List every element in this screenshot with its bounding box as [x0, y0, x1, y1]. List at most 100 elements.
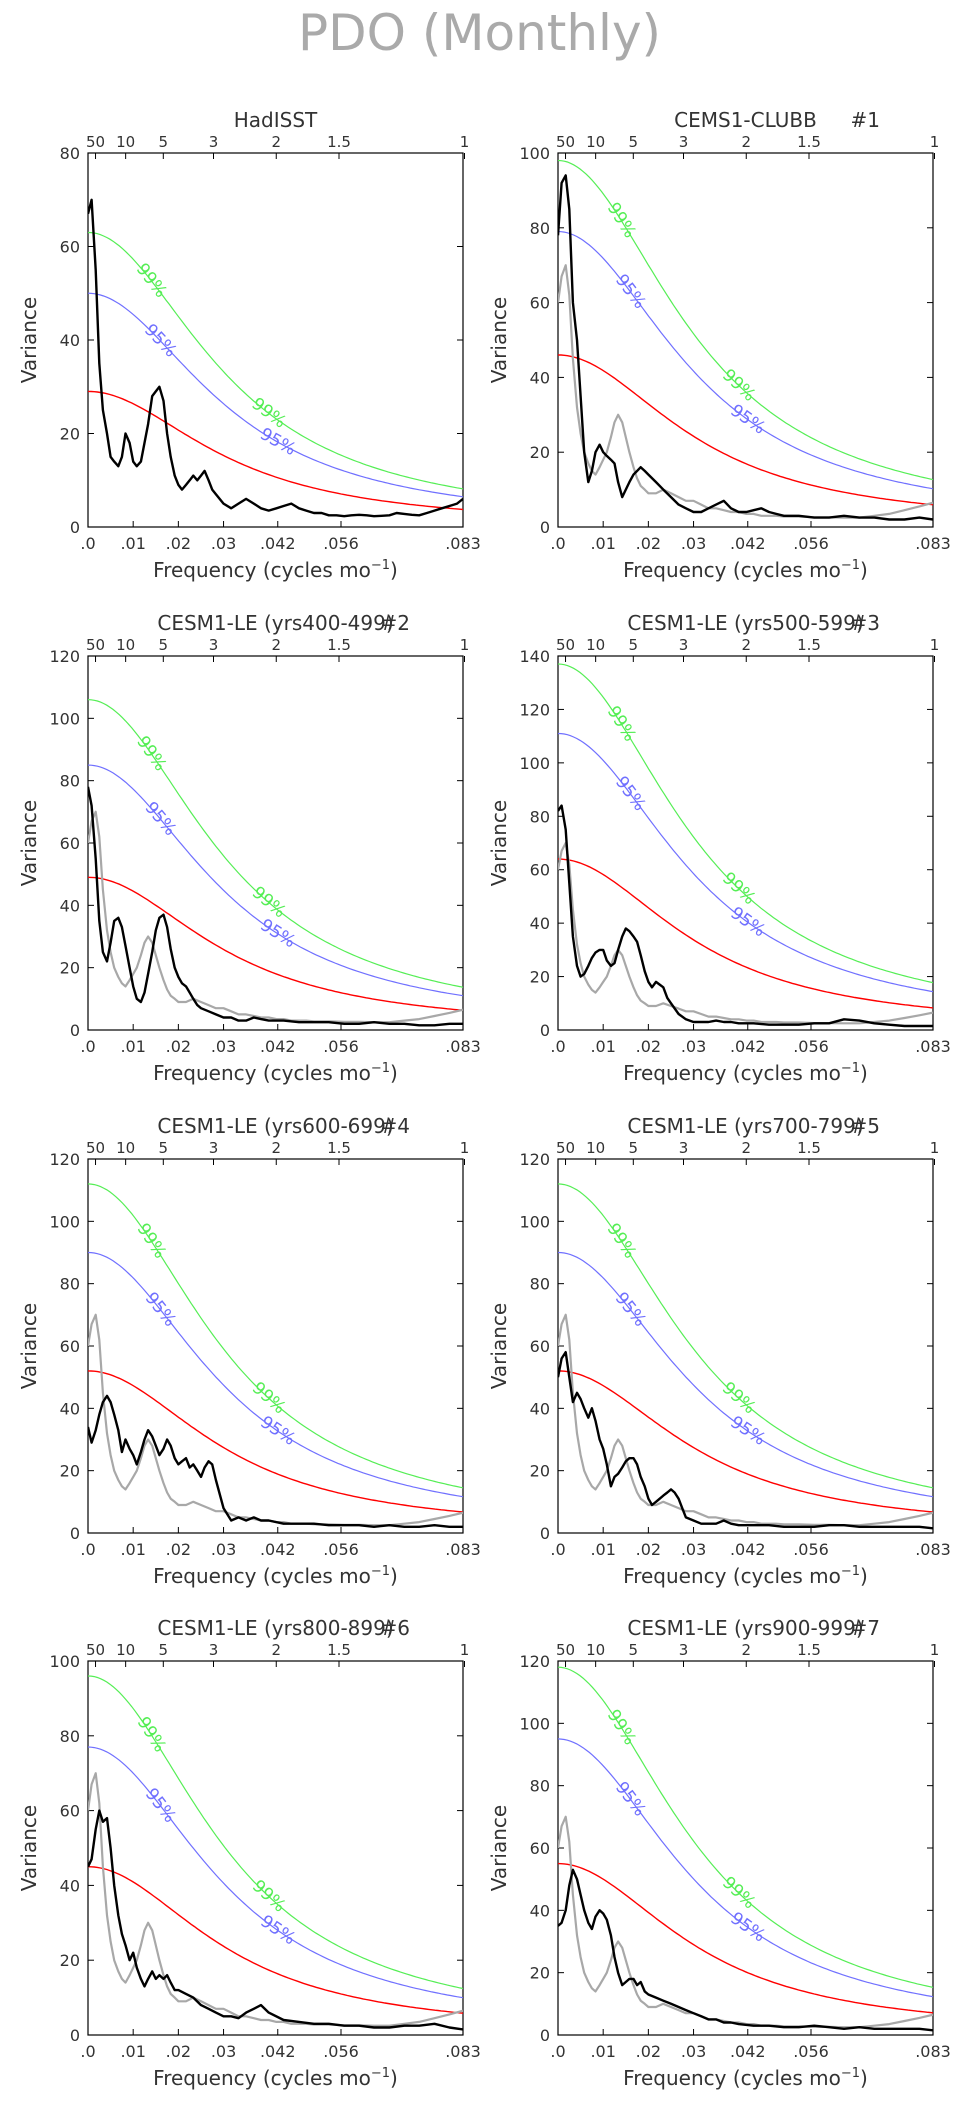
period-tick-label: 2 — [271, 1641, 281, 1659]
period-tick-label: 5 — [159, 133, 169, 151]
x-tick-label: .0 — [550, 1037, 565, 1056]
y-tick-label: 20 — [530, 1462, 550, 1481]
x-tick-label: .02 — [166, 1037, 191, 1056]
period-tick-label: 1.5 — [327, 636, 351, 654]
period-tick-label: 1.5 — [797, 133, 821, 151]
period-tick-label: 5 — [629, 636, 639, 654]
period-tick-label: 2 — [741, 636, 751, 654]
panel-title: CESM1-LE (yrs500-599) — [627, 611, 863, 635]
sig95-curve — [558, 1738, 933, 1998]
period-tick-label: 2 — [741, 1641, 751, 1659]
period-tick-label: 5 — [159, 636, 169, 654]
y-tick-label: 100 — [49, 709, 80, 728]
red-noise-curve — [558, 1370, 933, 1513]
y-tick-label: 0 — [540, 518, 550, 537]
x-axis-label-superscript: −1 — [371, 1564, 390, 1579]
spectrum-line-observed — [558, 804, 933, 1028]
sig95-curve — [558, 732, 933, 993]
plot-area: 99%99%95%95% — [558, 663, 933, 1028]
panel-title: CEMS1-CLUBB — [674, 108, 817, 132]
period-tick-label: 1.5 — [327, 133, 351, 151]
x-axis-label: Frequency (cycles mo−1) — [623, 558, 868, 582]
x-tick-label: .03 — [681, 1037, 706, 1056]
x-axis-label-superscript: −1 — [841, 2066, 860, 2081]
spectrum-panel: HadISST 0 20 40 60 80 .0 .01 .02 .03 .042 .056 .083 5… — [17, 108, 481, 582]
sig99-curve — [558, 663, 933, 984]
y-tick-label: 80 — [60, 1727, 80, 1746]
y-tick-label: 120 — [519, 700, 550, 719]
x-tick-label: .083 — [445, 534, 481, 553]
y-tick-label: 100 — [519, 1212, 550, 1231]
panel-title: HadISST — [234, 108, 318, 132]
panel-grid: HadISST020406080.0.01.02.03.042.056.0835… — [17, 108, 951, 2090]
sig99-curve — [88, 1183, 463, 1489]
x-tick-label: .083 — [915, 2042, 951, 2061]
x-axis-label-superscript: −1 — [841, 1564, 860, 1579]
y-axis-label: Variance — [17, 1805, 41, 1891]
x-tick-label: .01 — [120, 534, 145, 553]
x-axis-label-close: ) — [390, 1564, 398, 1588]
period-tick-label: 10 — [586, 133, 605, 151]
x-tick-label: .083 — [445, 1037, 481, 1056]
y-tick-label: 0 — [540, 1021, 550, 1040]
y-tick-label: 100 — [49, 1212, 80, 1231]
x-axis-label-superscript: −1 — [371, 1061, 390, 1076]
x-axis-label: Frequency (cycles mo−1) — [153, 2066, 398, 2090]
x-axis-label-close: ) — [860, 1564, 868, 1588]
period-tick-label: 2 — [271, 1139, 281, 1157]
sig99-label: 99% — [603, 1706, 640, 1749]
panel-tag: #3 — [851, 611, 880, 635]
y-tick-label: 60 — [530, 861, 550, 880]
panel-tag: #2 — [381, 611, 410, 635]
red-noise-curve — [88, 1866, 463, 2014]
period-tick-label: 3 — [679, 133, 689, 151]
period-tick-label: 1 — [930, 636, 940, 654]
panel-title: CESM1-LE (yrs700-799) — [627, 1114, 863, 1138]
x-tick-label: .083 — [445, 2042, 481, 2061]
y-tick-label: 120 — [519, 1652, 550, 1671]
y-tick-label: 60 — [530, 294, 550, 313]
x-tick-label: .083 — [915, 534, 951, 553]
x-tick-label: .01 — [590, 534, 615, 553]
plot-area: 99%99%95%95% — [88, 699, 463, 1027]
spectrum-line-reference — [558, 841, 933, 1025]
y-axis-label: Variance — [487, 297, 511, 383]
period-tick-label: 2 — [271, 133, 281, 151]
sig99-label: 99% — [133, 1713, 170, 1756]
x-axis-label-text: Frequency (cycles mo — [153, 558, 371, 582]
y-tick-label: 60 — [530, 1839, 550, 1858]
sig99-curve — [558, 159, 933, 481]
period-tick-label: 5 — [629, 1139, 639, 1157]
plot-area: 99%99%95%95% — [558, 1183, 933, 1530]
y-tick-label: 60 — [60, 1802, 80, 1821]
period-tick-label: 10 — [586, 1641, 605, 1659]
panel-title: CESM1-LE (yrs600-699) — [157, 1114, 393, 1138]
red-noise-curve — [88, 876, 463, 1011]
x-axis-label-text: Frequency (cycles mo — [153, 1061, 371, 1085]
x-tick-label: .03 — [681, 534, 706, 553]
spectrum-line-observed — [88, 786, 463, 1027]
plot-frame — [87, 1158, 464, 1534]
sig99-label: 99% — [132, 260, 171, 302]
y-tick-label: 20 — [530, 1964, 550, 1983]
period-tick-label: 3 — [209, 1641, 219, 1659]
period-tick-label: 5 — [159, 1641, 169, 1659]
y-tick-label: 40 — [60, 331, 80, 350]
x-tick-label: .01 — [120, 2042, 145, 2061]
sig95-curve — [88, 764, 463, 997]
y-tick-label: 40 — [60, 1876, 80, 1895]
x-axis-label: Frequency (cycles mo−1) — [153, 558, 398, 582]
plot-area: 99%99%95%95% — [88, 1183, 463, 1528]
period-tick-label: 1 — [930, 1641, 940, 1659]
x-axis-label-close: ) — [860, 558, 868, 582]
period-tick-label: 2 — [741, 133, 751, 151]
x-tick-label: .02 — [636, 1037, 661, 1056]
x-axis-label-superscript: −1 — [371, 558, 390, 573]
y-tick-label: 80 — [530, 1275, 550, 1294]
y-axis-label: Variance — [17, 1303, 41, 1389]
sig99-curve — [88, 699, 463, 988]
spectrum-panel: CESM1-LE (yrs500-599)#3 0 20 40 60 80 100 120 14… — [487, 611, 951, 1085]
y-tick-label: 120 — [519, 1150, 550, 1169]
y-tick-label: 100 — [519, 754, 550, 773]
x-tick-label: .01 — [590, 1037, 615, 1056]
